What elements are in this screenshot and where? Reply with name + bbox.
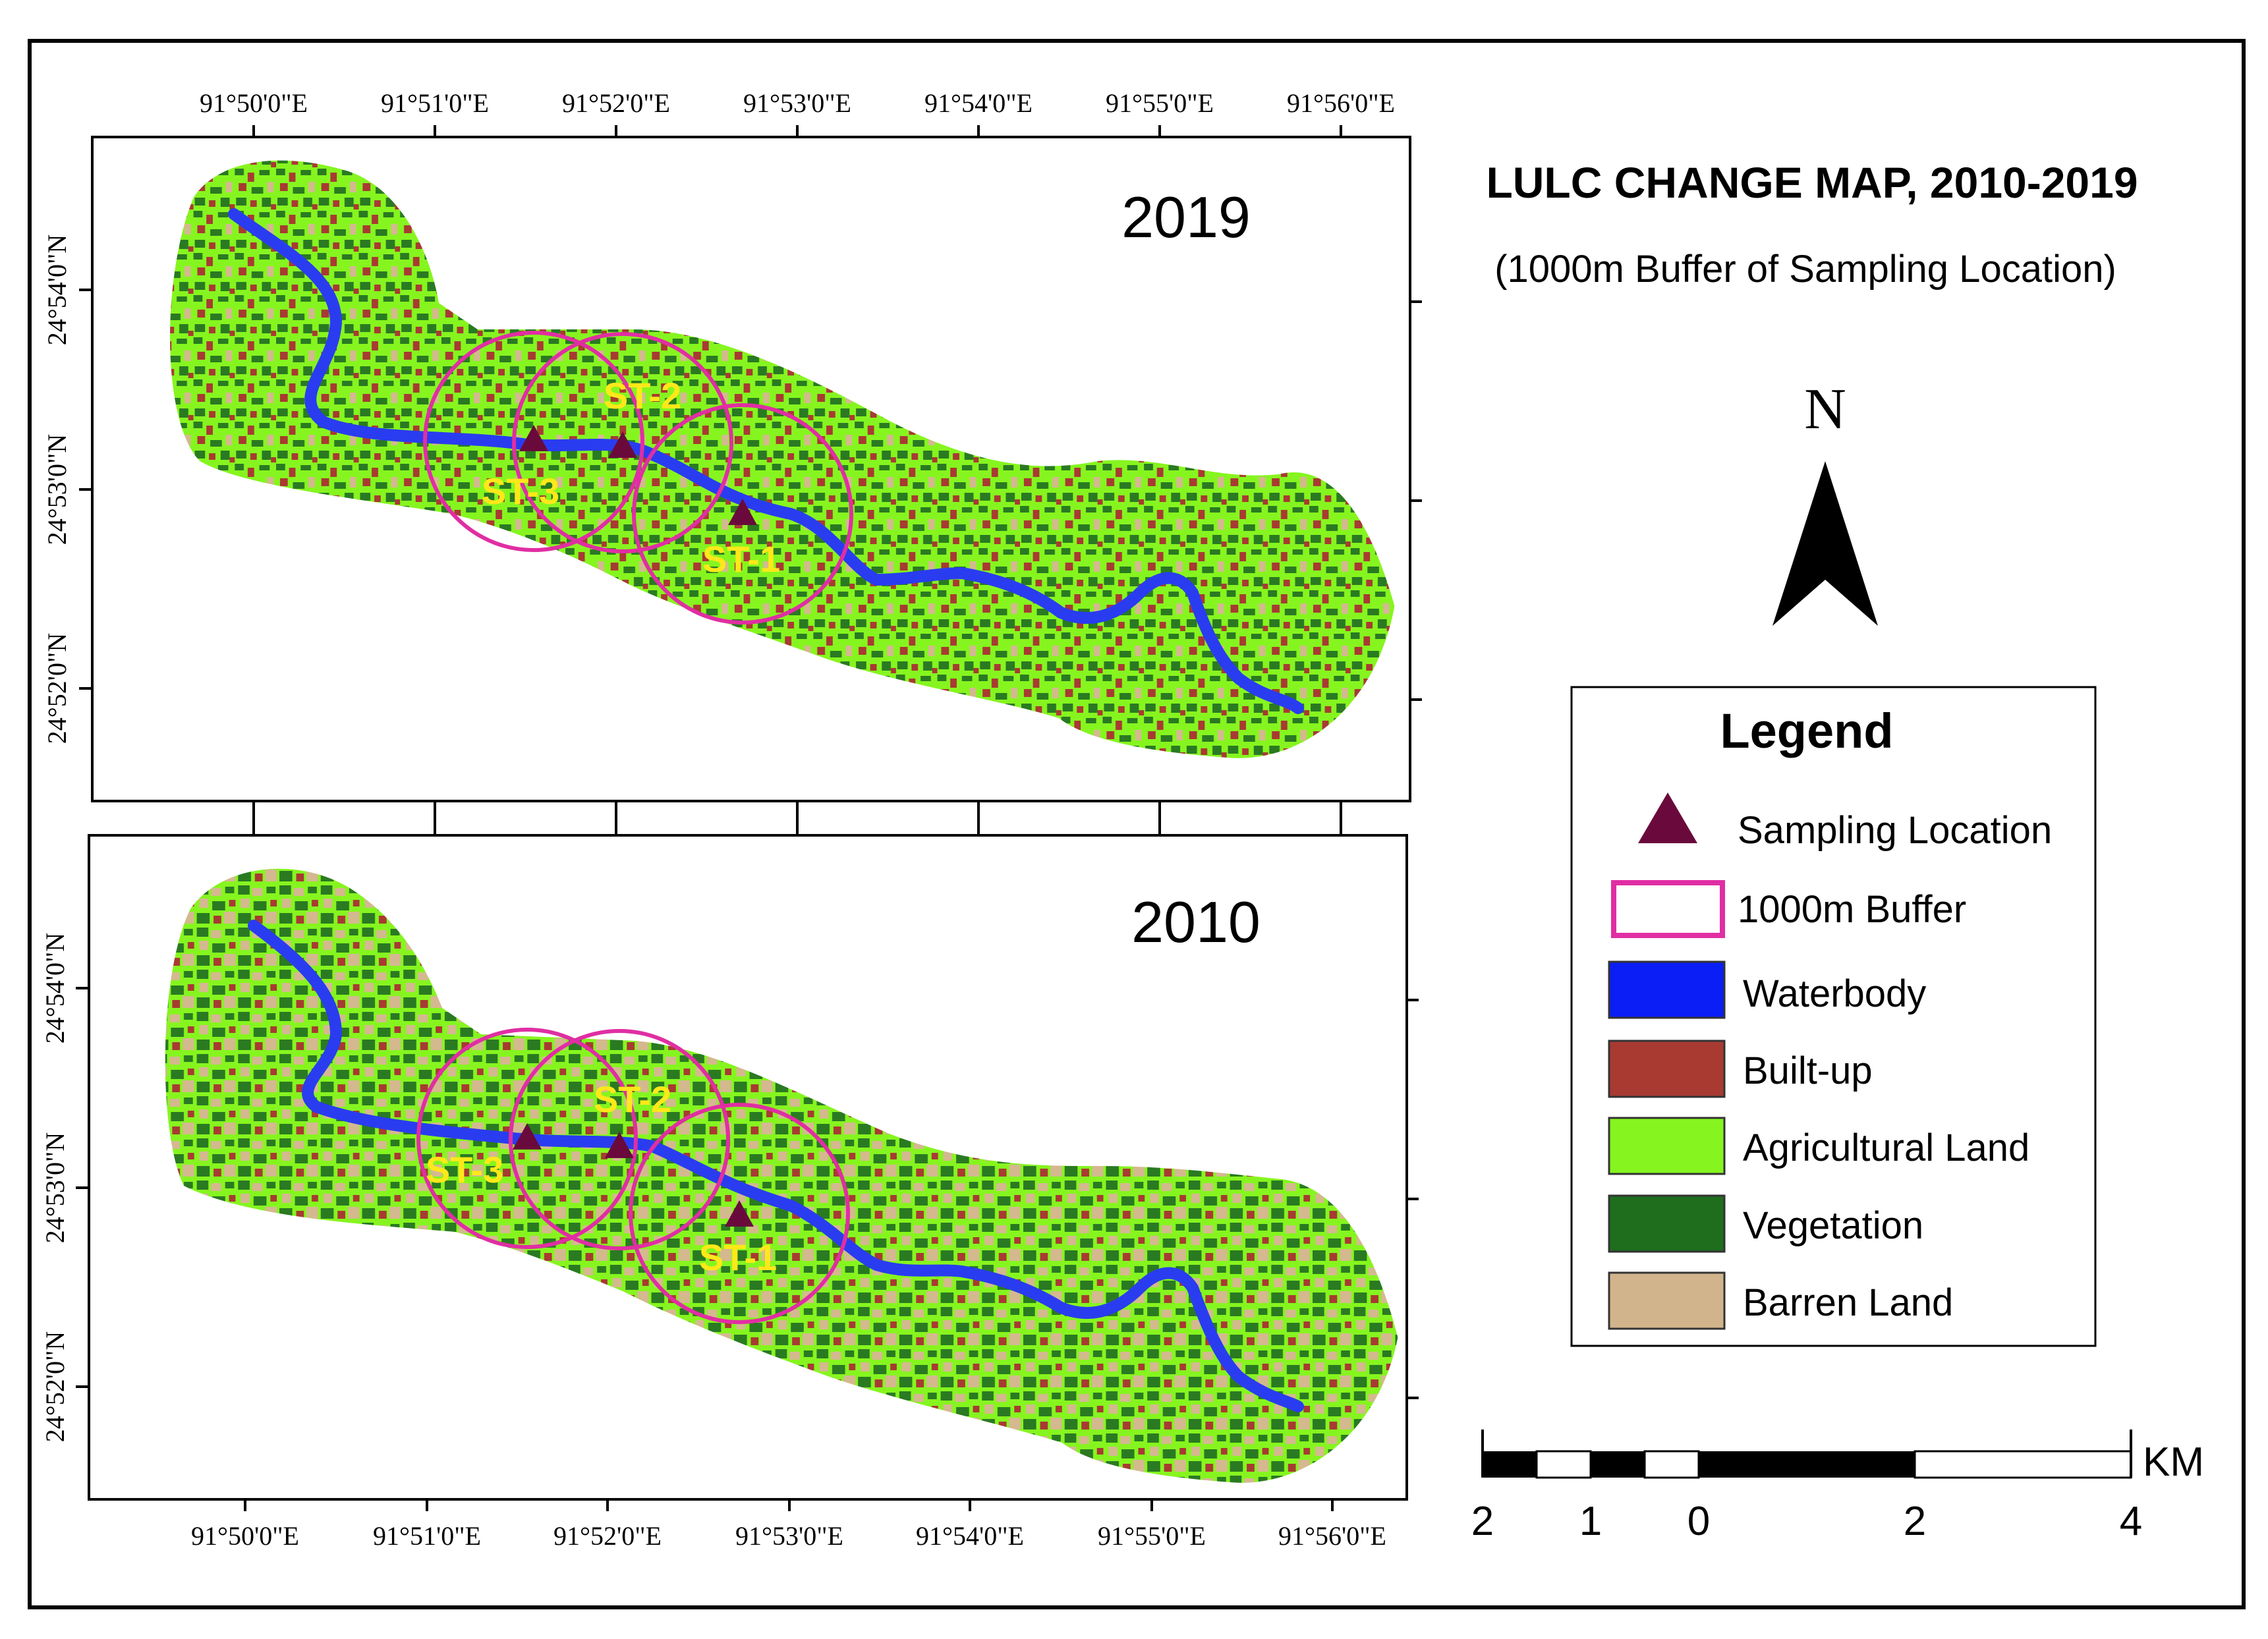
lat-2019-2: 24°52'0"N: [42, 633, 72, 744]
study-area-2010: [165, 868, 1398, 1483]
bottom-lon-2: 91°52'0"E: [553, 1521, 662, 1551]
map-year-2019: 2019: [1121, 184, 1251, 250]
top-lon-0: 91°50'0"E: [200, 88, 308, 118]
top-longitude-labels: 91°50'0"E 91°51'0"E 91°52'0"E 91°53'0"E …: [200, 88, 1395, 118]
legend-label-waterbody: Waterbody: [1743, 972, 1926, 1015]
station-label-st1-2019: ST-1: [702, 538, 780, 580]
legend-barren-swatch: [1608, 1271, 1726, 1330]
station-label-st2-2010: ST-2: [594, 1078, 671, 1120]
buffer-circle-st1-2019: [632, 403, 853, 625]
graticule-ticks: [76, 125, 1422, 1511]
top-lon-6: 91°56'0"E: [1287, 88, 1395, 118]
legend-vegetation-swatch: [1608, 1194, 1726, 1253]
sampling-location-st3-2019: [519, 425, 548, 451]
top-lon-1: 91°51'0"E: [381, 88, 489, 118]
buffer-circle-st3-2010: [416, 1028, 638, 1249]
legend-label-barren: Barren Land: [1743, 1281, 1953, 1324]
bottom-lon-0: 91°50'0"E: [191, 1521, 299, 1551]
legend-triangle-icon: [1638, 792, 1697, 843]
top-lon-2: 91°52'0"E: [562, 88, 670, 118]
river-2019: [228, 208, 1304, 714]
map-panel-2010: ST-2 ST-3 ST-1 2010: [88, 834, 1408, 1501]
sampling-location-st2-2019: [608, 431, 637, 458]
lat-2010-0: 24°54'0"N: [40, 933, 70, 1043]
legend-label-buffer: 1000m Buffer: [1738, 888, 1966, 931]
station-label-st3-2019: ST-3: [482, 470, 559, 512]
buffer-circle-st3-2019: [423, 331, 644, 552]
buffer-circle-st2-2019: [512, 332, 733, 553]
bottom-lon-6: 91°56'0"E: [1278, 1521, 1386, 1551]
bottom-lon-4: 91°54'0"E: [916, 1521, 1024, 1551]
legend-waterbody-swatch: [1608, 960, 1726, 1019]
scale-label-1: 1: [1579, 1499, 1602, 1544]
legend-label-builtup: Built-up: [1743, 1049, 1873, 1092]
legend-buffer-swatch: [1611, 880, 1725, 938]
map-title: LULC CHANGE MAP, 2010-2019: [1486, 158, 2138, 207]
top-lon-3: 91°53'0"E: [743, 88, 851, 118]
legend-label-vegetation: Vegetation: [1743, 1204, 1923, 1247]
scale-label-2: 0: [1687, 1499, 1710, 1544]
buffer-circle-st2-2010: [509, 1029, 730, 1250]
river-2010: [248, 920, 1304, 1412]
bottom-lon-5: 91°55'0"E: [1098, 1521, 1206, 1551]
scale-bar: KM 2 1 0 2 4: [1471, 1430, 2204, 1544]
top-lon-5: 91°55'0"E: [1106, 88, 1214, 118]
sampling-location-st3-2010: [513, 1123, 542, 1150]
legend-label-sampling-location: Sampling Location: [1738, 809, 2052, 852]
latitude-labels: 24°54'0"N 24°53'0"N 24°52'0"N 24°54'0"N …: [40, 235, 72, 1442]
station-label-st2-2019: ST-2: [604, 375, 681, 416]
bottom-longitude-labels: 91°50'0"E 91°51'0"E 91°52'0"E 91°53'0"E …: [191, 1521, 1386, 1551]
scale-unit: KM: [2143, 1439, 2204, 1485]
bottom-lon-1: 91°51'0"E: [373, 1521, 481, 1551]
sampling-location-st1-2019: [728, 499, 757, 525]
buffer-circle-st1-2010: [629, 1103, 850, 1324]
top-lon-4: 91°54'0"E: [924, 88, 1033, 118]
north-label: N: [1804, 377, 1846, 441]
station-label-st3-2010: ST-3: [426, 1149, 503, 1190]
study-area-2019: [169, 160, 1395, 758]
legend-label-agricultural: Agricultural Land: [1743, 1126, 2029, 1169]
scale-label-0: 2: [1471, 1499, 1494, 1544]
map-year-2010: 2010: [1131, 889, 1261, 955]
scale-label-3: 2: [1904, 1499, 1926, 1544]
legend-agricultural-swatch: [1608, 1117, 1726, 1175]
legend: Legend Sampling Location 1000m Buffer Wa…: [1570, 686, 2097, 1347]
map-panel-2019: ST-2 ST-3 ST-1 2019: [91, 136, 1411, 802]
sampling-location-st1-2010: [725, 1200, 754, 1227]
lat-2010-2: 24°52'0"N: [40, 1331, 70, 1442]
scale-label-4: 4: [2120, 1499, 2142, 1544]
legend-title: Legend: [1720, 704, 1893, 758]
lat-2019-0: 24°54'0"N: [42, 235, 72, 345]
station-label-st1-2010: ST-1: [699, 1236, 777, 1278]
lat-2010-1: 24°53'0"N: [40, 1132, 70, 1243]
legend-builtup-swatch: [1608, 1040, 1726, 1098]
north-arrow-icon: N: [1772, 377, 1878, 626]
lat-2019-1: 24°53'0"N: [42, 434, 72, 545]
bottom-lon-3: 91°53'0"E: [735, 1521, 843, 1551]
sampling-location-st2-2010: [605, 1132, 634, 1158]
map-subtitle: (1000m Buffer of Sampling Location): [1494, 248, 2116, 291]
